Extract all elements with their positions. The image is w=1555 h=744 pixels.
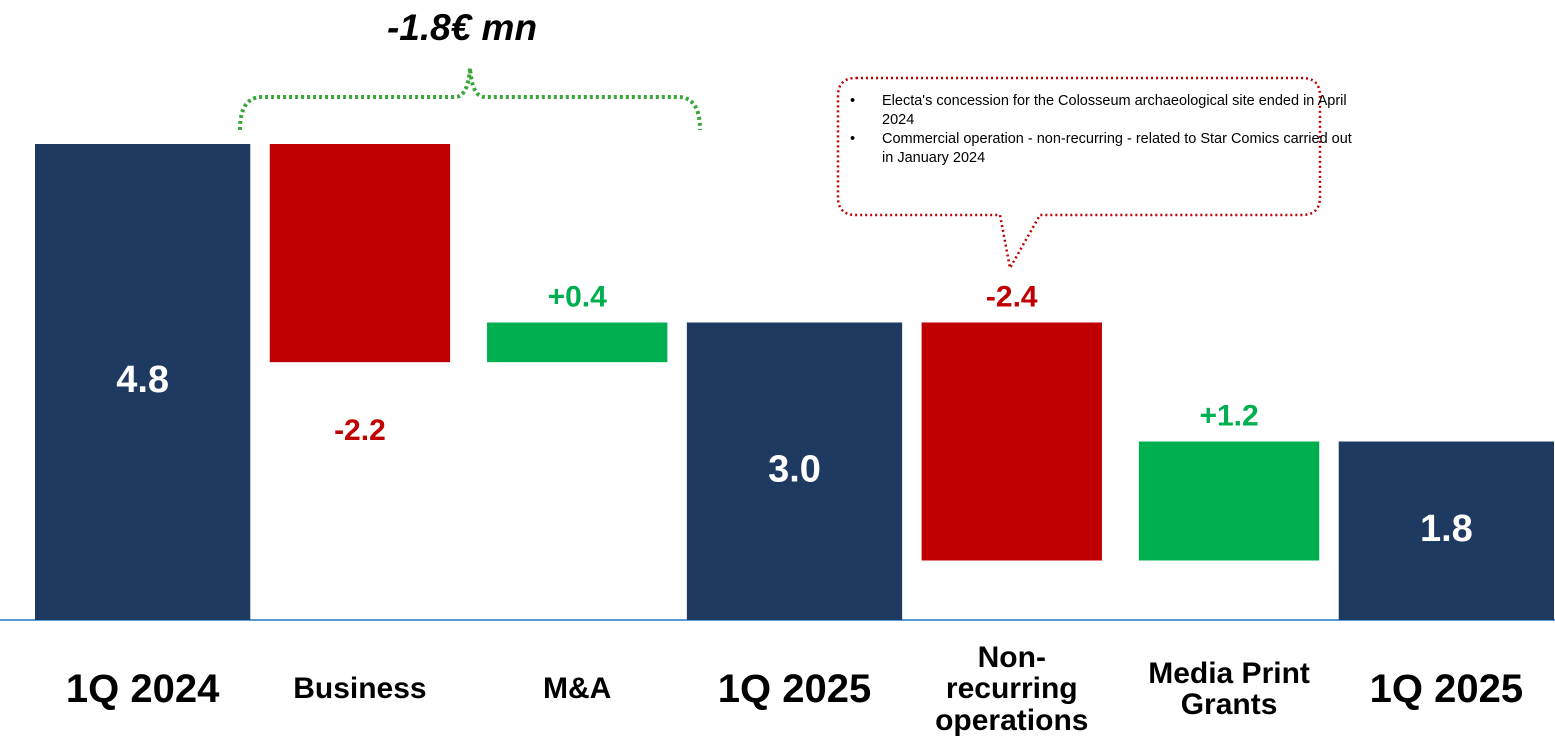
annotation: -1.8€ mn	[387, 7, 537, 48]
x-tick-label: 1Q 2024	[65, 667, 220, 711]
x-tick-label: 1Q 2025	[1369, 667, 1524, 711]
value-label: 4.8	[116, 359, 169, 401]
value-label: 1.8	[1420, 508, 1473, 550]
bracket	[238, 67, 702, 131]
bar	[686, 322, 903, 620]
value-label: -2.2	[334, 414, 386, 447]
callout-text: Electa's concession for the Colosseum ar…	[846, 92, 1352, 168]
value-label: -2.4	[986, 280, 1038, 313]
note-item: Commercial operation - non-recurring - r…	[850, 130, 1352, 168]
x-tick-label: Non-recurring operations	[935, 640, 1089, 737]
bar	[921, 322, 1102, 561]
bar	[269, 144, 451, 363]
bar	[35, 144, 251, 620]
x-tick-label: 1Q 2025	[717, 667, 872, 711]
bar	[1338, 441, 1554, 620]
bar	[1138, 441, 1320, 561]
note-item: Electa's concession for the Colosseum ar…	[850, 92, 1352, 130]
x-tick-label: Media Print Grants	[1148, 656, 1310, 721]
value-label: +0.4	[548, 280, 608, 313]
bar	[487, 322, 668, 363]
value-label: 3.0	[768, 448, 821, 490]
value-label: +1.2	[1199, 399, 1258, 432]
x-tick-label: M&A	[543, 672, 612, 706]
x-tick-label: Business	[293, 672, 427, 706]
